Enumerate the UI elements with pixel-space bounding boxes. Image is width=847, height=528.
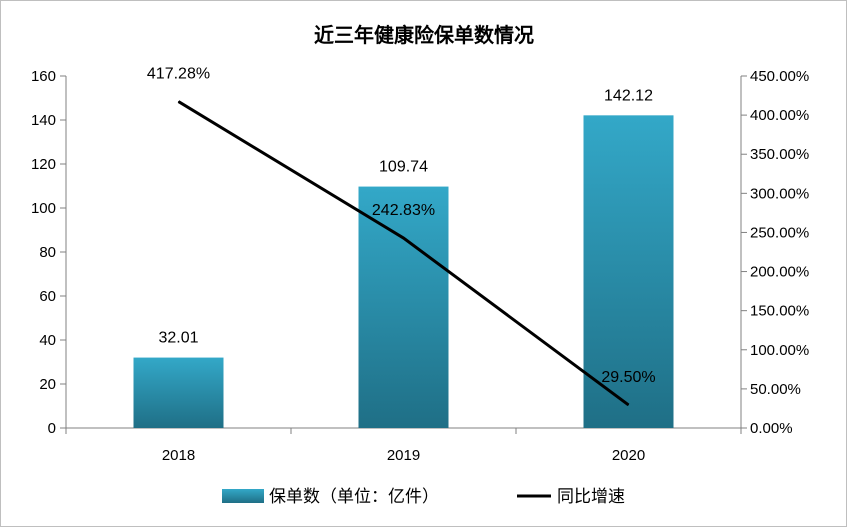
bar-data-label: 32.01	[158, 330, 198, 347]
x-tick-label: 2018	[162, 447, 195, 464]
legend: 保单数（单位：亿件） 同比增速	[222, 487, 625, 507]
y-right-tick-label: 150.00%	[750, 303, 809, 320]
legend-swatch-bar	[222, 489, 264, 503]
y-right-tick-label: 100.00%	[750, 342, 809, 359]
y-left-tick-label: 140	[31, 112, 56, 129]
y-left-tick-label: 20	[39, 376, 56, 393]
legend-label-line: 同比增速	[557, 487, 625, 507]
y-left-tick-label: 100	[31, 200, 56, 217]
y-right-tick-label: 300.00%	[750, 185, 809, 202]
line-point	[178, 101, 179, 103]
data-labels: 32.01 109.74 142.12 417.28% 242.83% 29.50%	[147, 66, 656, 386]
line-data-label: 242.83%	[372, 202, 435, 219]
y-right-tick-label: 50.00%	[750, 381, 801, 398]
bar-data-label: 142.12	[604, 87, 653, 104]
y-right-tick-label: 0.00%	[750, 420, 793, 437]
line-data-label: 417.28%	[147, 66, 210, 83]
y-right-tick-label: 350.00%	[750, 146, 809, 163]
y-left-tick-label: 40	[39, 332, 56, 349]
line-point	[403, 237, 404, 239]
bar-data-label: 109.74	[379, 159, 428, 176]
y-left-tick-label: 120	[31, 156, 56, 173]
y-right-tick-label: 450.00%	[750, 68, 809, 85]
bar	[133, 357, 224, 428]
y-right-tick-label: 200.00%	[750, 264, 809, 281]
bar	[583, 115, 674, 428]
y-left-tick-label: 80	[39, 244, 56, 261]
line-data-label: 29.50%	[601, 369, 655, 386]
chart-title: 近三年健康险保单数情况	[314, 23, 534, 47]
x-tick-label: 2019	[387, 447, 420, 464]
axes: 0 20 40 60 80 100 120 140 160 0.00% 50.00% 100.00% 1…	[31, 68, 809, 464]
y-right-tick-label: 250.00%	[750, 224, 809, 241]
growth-line	[177, 100, 630, 407]
y-left-tick-label: 0	[48, 420, 56, 437]
y-left-tick-label: 160	[31, 68, 56, 85]
x-tick-label: 2020	[612, 447, 645, 464]
y-left-tick-label: 60	[39, 288, 56, 305]
y-right-tick-label: 400.00%	[750, 107, 809, 124]
bar	[358, 186, 449, 428]
legend-label-bar: 保单数（单位：亿件）	[269, 487, 439, 507]
line-point	[628, 404, 629, 406]
bars	[133, 115, 674, 428]
